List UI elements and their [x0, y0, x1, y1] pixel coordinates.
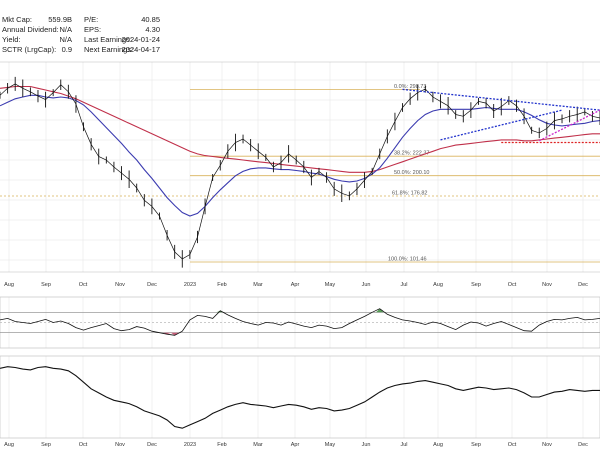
rel-x-tick-1: Sep: [41, 442, 51, 448]
rel-x-tick-5: 2023: [184, 442, 196, 448]
price-x-tick-1: Sep: [41, 282, 51, 288]
price-x-tick-6: Feb: [217, 282, 226, 288]
stat-value-last-earnings: 2024-01-24: [121, 35, 160, 44]
price-x-tick-4: Dec: [147, 282, 157, 288]
price-x-tick-12: Aug: [433, 282, 443, 288]
rel-x-tick-10: Jun: [362, 442, 371, 448]
relative-frame: [0, 355, 600, 439]
rel-x-tick-3: Nov: [115, 442, 125, 448]
rel-x-tick-12: Aug: [433, 442, 443, 448]
moving-average-long-line: [0, 85, 600, 173]
trendline-0: [402, 88, 600, 111]
price-panel: 0.0%: 298.73 38.2%: 222.37 50.0%: 200.10 61…: [0, 61, 600, 288]
oscillator-frame: [0, 296, 600, 349]
rel-x-tick-9: May: [325, 442, 336, 448]
oscillator-overbought-fill-50: [375, 308, 384, 313]
fib-level-label-3: 61.8%: 176.82: [392, 191, 427, 197]
stat-value-sctr: 0.9: [61, 45, 72, 54]
moving-average-short-line: [0, 94, 600, 217]
price-x-tick-8: Apr: [291, 282, 300, 288]
price-x-tick-7: Mar: [253, 282, 263, 288]
price-x-tick-2: Oct: [79, 282, 88, 288]
stat-value-pe: 40.85: [141, 15, 160, 24]
stat-value-market-cap: 559.9B: [48, 15, 72, 24]
price-x-tick-5: 2023: [184, 282, 196, 288]
price-x-tick-13: Sep: [471, 282, 481, 288]
rel-x-tick-6: Feb: [217, 442, 226, 448]
rel-x-tick-14: Oct: [508, 442, 517, 448]
oscillator-line: [0, 308, 600, 336]
fib-level-label-1: 38.2%: 222.37: [394, 151, 429, 157]
relative-strength-line: [0, 366, 600, 429]
rel-x-tick-8: Apr: [291, 442, 300, 448]
price-x-tick-15: Nov: [542, 282, 552, 288]
relative-strength-panel: Aug Sep Oct Nov Dec 2023 Feb Mar Apr May Jun Jul Aug…: [0, 355, 600, 448]
stat-label-pe: P/E:: [84, 15, 99, 24]
stat-label-sctr: SCTR (LrgCap):: [2, 45, 57, 54]
price-x-tick-10: Jun: [362, 282, 371, 288]
oscillator-oversold-fill-22: [163, 332, 171, 335]
oscillator-oversold-fill-23: [170, 332, 179, 336]
stat-label-eps: EPS:: [84, 25, 102, 34]
stat-label-annual-dividend: Annual Dividend:: [2, 25, 59, 34]
oscillator-panel: [0, 296, 600, 349]
rel-x-tick-4: Dec: [147, 442, 157, 448]
stat-label-next-earnings: Next Earnings:: [84, 45, 134, 54]
fib-level-label-4: 100.0%: 101.46: [388, 256, 427, 262]
stat-label-yield: Yield:: [2, 35, 21, 44]
stat-value-eps: 4.30: [145, 25, 160, 34]
rel-x-tick-16: Dec: [578, 442, 588, 448]
fib-level-label-2: 50.0%: 200.10: [394, 170, 429, 176]
price-x-tick-11: Jul: [400, 282, 407, 288]
stat-value-annual-dividend: N/A: [59, 25, 72, 34]
stat-label-last-earnings: Last Earnings:: [84, 35, 132, 44]
rel-x-tick-15: Nov: [542, 442, 552, 448]
price-x-tick-3: Nov: [115, 282, 125, 288]
rel-x-tick-2: Oct: [79, 442, 88, 448]
rel-x-tick-0: Aug: [4, 442, 14, 448]
price-x-tick-9: May: [325, 282, 336, 288]
rel-x-tick-13: Sep: [471, 442, 481, 448]
price-line: [0, 83, 600, 260]
rel-x-tick-7: Mar: [253, 442, 263, 448]
stat-value-yield: N/A: [59, 35, 72, 44]
fib-level-label-0: 0.0%: 298.73: [394, 84, 426, 90]
price-x-tick-16: Dec: [578, 282, 588, 288]
price-x-tick-14: Oct: [508, 282, 517, 288]
price-x-tick-0: Aug: [4, 282, 14, 288]
stat-value-next-earnings: 2024-04-17: [121, 45, 160, 54]
trendline-2: [538, 109, 600, 142]
rel-x-tick-11: Jul: [400, 442, 407, 448]
stat-label-market-cap: Mkt Cap:: [2, 15, 33, 24]
